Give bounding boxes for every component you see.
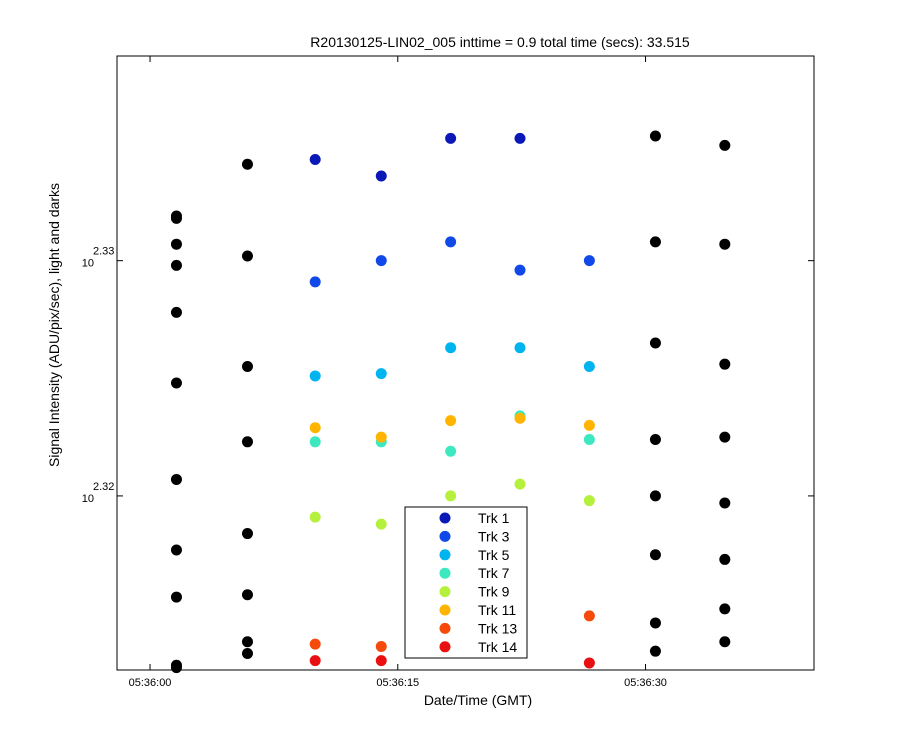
data-point-8-12 — [241, 250, 253, 262]
data-point-8-23 — [649, 490, 661, 502]
data-point-1-2 — [445, 236, 457, 248]
legend-marker-5 — [439, 604, 451, 616]
points-layer — [170, 130, 731, 674]
legend-label-6: Trk 13 — [478, 620, 517, 636]
legend-label-7: Trk 14 — [478, 639, 517, 655]
data-point-8-22 — [649, 433, 661, 445]
data-point-8-30 — [719, 431, 731, 443]
data-point-8-28 — [719, 238, 731, 250]
data-point-8-6 — [170, 473, 182, 485]
data-point-8-10 — [170, 662, 182, 674]
data-point-0-3 — [514, 132, 526, 144]
y-axis-label: Signal Intensity (ADU/pix/sec), light an… — [46, 183, 62, 467]
data-point-8-7 — [170, 544, 182, 556]
data-point-3-4 — [583, 433, 595, 445]
data-point-8-3 — [170, 238, 182, 250]
data-point-8-5 — [170, 377, 182, 389]
data-point-8-24 — [649, 549, 661, 561]
legend: Trk 1 Trk 3 Trk 5 Trk 7 Trk 9 Trk 11 Trk 13 Trk… — [404, 506, 528, 659]
chart-title: R20130125-LIN02_005 inttime = 0.9 total … — [310, 34, 690, 50]
legend-label-3: Trk 7 — [478, 565, 510, 581]
data-point-7-0 — [309, 655, 321, 667]
data-point-5-0 — [309, 422, 321, 434]
y-tick-exponent-1: 2.33 — [93, 246, 114, 258]
data-point-2-3 — [514, 342, 526, 354]
data-point-8-25 — [649, 617, 661, 629]
data-point-8-20 — [649, 236, 661, 248]
data-point-3-0 — [309, 436, 321, 448]
data-point-2-2 — [445, 342, 457, 354]
data-point-8-32 — [719, 553, 731, 565]
legend-marker-4 — [439, 586, 451, 598]
data-point-8-15 — [241, 528, 253, 540]
data-point-8-13 — [241, 361, 253, 373]
data-point-7-3 — [583, 657, 595, 669]
data-point-5-1 — [375, 431, 387, 443]
legend-marker-3 — [439, 567, 451, 579]
data-point-2-4 — [583, 361, 595, 373]
legend-box — [404, 506, 528, 659]
legend-marker-6 — [439, 622, 451, 634]
data-point-5-4 — [583, 419, 595, 431]
plot-frame — [116, 55, 815, 671]
data-point-0-1 — [375, 170, 387, 182]
data-point-6-3 — [583, 610, 595, 622]
x-tick-label-1: 05:36:15 — [376, 677, 419, 689]
legend-marker-0 — [439, 512, 451, 524]
x-tick-label-0: 05:36:00 — [129, 677, 172, 689]
legend-label-4: Trk 9 — [478, 584, 510, 600]
data-point-5-2 — [445, 415, 457, 427]
data-point-8-4 — [170, 306, 182, 318]
data-point-4-1 — [375, 518, 387, 530]
data-point-8-34 — [719, 636, 731, 648]
data-point-8-11 — [241, 158, 253, 170]
data-point-6-0 — [309, 638, 321, 650]
legend-marker-7 — [439, 641, 451, 653]
data-point-4-0 — [309, 511, 321, 523]
data-point-4-3 — [514, 478, 526, 490]
data-point-8-18 — [241, 648, 253, 660]
data-point-6-1 — [375, 640, 387, 652]
legend-label-5: Trk 11 — [478, 602, 516, 618]
data-point-8-16 — [241, 589, 253, 601]
data-point-1-1 — [375, 255, 387, 267]
data-point-8-29 — [719, 358, 731, 370]
data-point-8-21 — [649, 337, 661, 349]
data-point-1-0 — [309, 276, 321, 288]
data-point-0-0 — [309, 154, 321, 166]
data-point-4-4 — [583, 495, 595, 507]
data-point-8-1 — [170, 259, 182, 271]
x-tick-label-2: 05:36:30 — [624, 677, 667, 689]
data-point-2-0 — [309, 370, 321, 382]
data-point-8-31 — [719, 497, 731, 509]
y-tick-base-0: 10 — [82, 493, 94, 505]
data-point-8-8 — [170, 591, 182, 603]
data-point-8-26 — [649, 645, 661, 657]
legend-label-2: Trk 5 — [478, 547, 510, 563]
x-axis-label: Date/Time (GMT) — [424, 692, 532, 708]
data-point-8-19 — [649, 130, 661, 142]
legend-label-1: Trk 3 — [478, 528, 510, 544]
data-point-8-14 — [241, 436, 253, 448]
data-point-8-33 — [719, 603, 731, 615]
legend-marker-1 — [439, 530, 451, 542]
legend-marker-2 — [439, 549, 451, 561]
data-point-7-1 — [375, 655, 387, 667]
data-point-4-2 — [445, 490, 457, 502]
y-tick-base-1: 10 — [82, 258, 94, 270]
legend-label-0: Trk 1 — [478, 510, 510, 526]
data-point-0-2 — [445, 132, 457, 144]
data-point-8-2 — [170, 212, 182, 224]
data-point-1-4 — [583, 255, 595, 267]
data-point-3-2 — [445, 445, 457, 457]
data-point-8-17 — [241, 636, 253, 648]
data-point-2-1 — [375, 368, 387, 380]
data-point-1-3 — [514, 264, 526, 276]
data-point-5-3 — [514, 412, 526, 424]
y-tick-exponent-0: 2.32 — [93, 481, 114, 493]
data-point-8-27 — [719, 139, 731, 151]
